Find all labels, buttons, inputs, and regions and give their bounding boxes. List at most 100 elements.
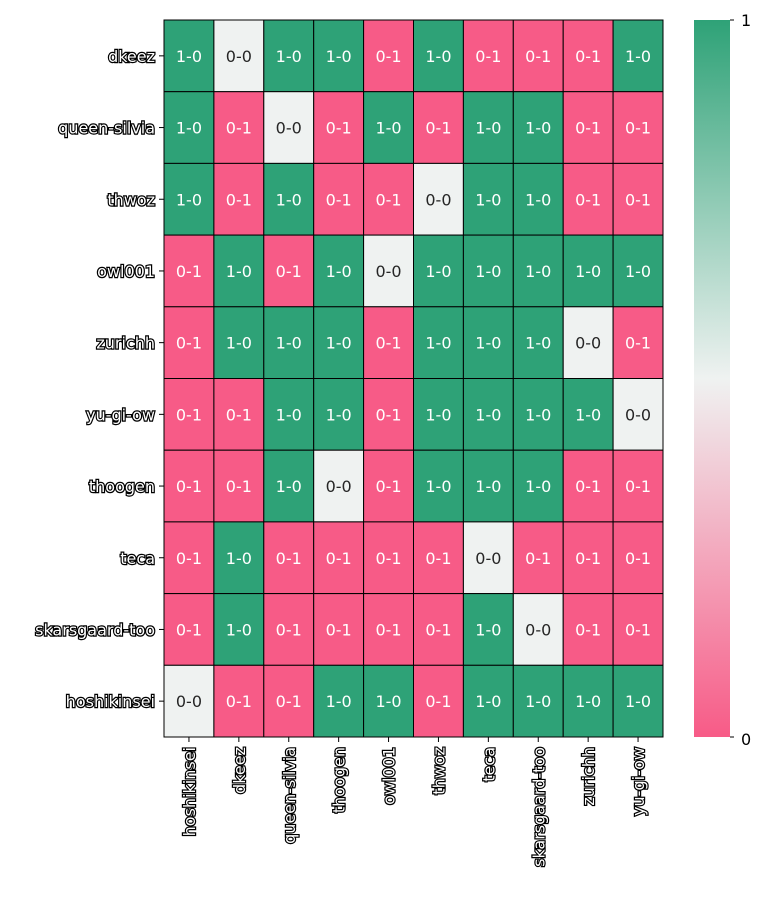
cell-annotation: 1-0 xyxy=(226,549,252,568)
x-tick-label: dkeez xyxy=(230,747,249,794)
heatmap-cell xyxy=(562,162,614,236)
cell-annotation: 1-0 xyxy=(525,405,551,424)
cell-annotation: 0-1 xyxy=(625,190,651,209)
heatmap-cell xyxy=(462,162,514,236)
heatmap-cell xyxy=(512,521,564,595)
cell-annotation: 0-1 xyxy=(425,119,451,138)
heatmap-cell xyxy=(413,19,464,93)
heatmap-cell xyxy=(263,521,315,595)
x-tick-label: queen-silvia xyxy=(280,747,299,844)
heatmap-cell xyxy=(612,664,664,738)
heatmap-cell xyxy=(462,664,514,738)
cell-annotation: 0-1 xyxy=(575,620,601,639)
heatmap-cell xyxy=(313,664,365,738)
heatmap-cell xyxy=(263,19,315,93)
cell-annotation: 1-0 xyxy=(226,620,252,639)
cell-annotation: 0-1 xyxy=(176,620,202,639)
heatmap-cell xyxy=(213,91,265,164)
cell-annotation: 0-1 xyxy=(575,549,601,568)
cell-annotation: 0-1 xyxy=(176,477,202,496)
cell-annotation: 1-0 xyxy=(326,334,352,353)
heatmap-cell xyxy=(263,593,315,666)
x-tick-label: hoshikinsei xyxy=(180,747,199,836)
heatmap-cell xyxy=(612,234,664,308)
y-tick-label: owl001 xyxy=(97,262,155,281)
colorbar-tick-label-max: 1 xyxy=(741,11,751,30)
heatmap-cell xyxy=(363,306,415,379)
heatmap-cell xyxy=(612,91,664,164)
cell-annotation: 0-1 xyxy=(276,692,302,711)
x-tick-label: thoogen xyxy=(330,747,349,813)
y-tick-label: queen-silvia xyxy=(58,119,155,138)
heatmap-cell xyxy=(213,19,265,93)
heatmap-cell xyxy=(263,306,315,379)
cell-annotation: 1-0 xyxy=(575,405,601,424)
cell-annotation: 0-1 xyxy=(625,620,651,639)
cell-annotation: 0-1 xyxy=(176,549,202,568)
heatmap-cell xyxy=(263,162,315,236)
cell-annotation: 1-0 xyxy=(625,262,651,281)
cell-annotation: 0-1 xyxy=(575,47,601,66)
y-tick-label: zurichh xyxy=(96,334,155,353)
y-axis-labels: dkeez queen-silvia thwoz owl001 zurichh yu-gi… xyxy=(34,46,164,712)
cell-annotation: 1-0 xyxy=(475,477,501,496)
cell-annotation: 0-0 xyxy=(475,549,501,568)
heatmap-cell xyxy=(462,234,514,308)
cell-annotation: 1-0 xyxy=(575,692,601,711)
cell-annotation: 0-1 xyxy=(575,477,601,496)
cell-annotation: 0-1 xyxy=(575,119,601,138)
cell-annotation: 1-0 xyxy=(425,477,451,496)
cell-annotation: 0-1 xyxy=(525,549,551,568)
cell-annotation: 1-0 xyxy=(326,262,352,281)
cell-annotation: 0-1 xyxy=(176,262,202,281)
heatmap-cell xyxy=(213,593,265,666)
heatmap-cell xyxy=(163,162,215,236)
cell-annotation: 0-1 xyxy=(475,47,501,66)
y-tick-label: thoogen xyxy=(89,477,155,496)
heatmap-cell xyxy=(612,449,664,523)
cell-annotation: 0-1 xyxy=(226,692,252,711)
cell-annotation: 1-0 xyxy=(326,692,352,711)
cell-annotation: 0-1 xyxy=(326,190,352,209)
heatmap-cell xyxy=(213,306,265,379)
cell-annotation: 1-0 xyxy=(425,405,451,424)
cell-annotation: 1-0 xyxy=(475,620,501,639)
cell-annotation: 1-0 xyxy=(276,477,302,496)
cell-annotation: 1-0 xyxy=(226,262,252,281)
cell-annotation: 0-0 xyxy=(326,477,352,496)
y-tick-label: hoshikinsei xyxy=(66,692,155,711)
cell-annotation: 1-0 xyxy=(475,405,501,424)
colorbar-tick-label-min: 0 xyxy=(741,730,751,749)
heatmap-cell xyxy=(413,306,464,379)
heatmap-cell xyxy=(562,449,614,523)
heatmap-cell xyxy=(213,162,265,236)
y-tick-label: dkeez xyxy=(108,47,155,66)
heatmap-cell xyxy=(413,378,464,451)
heatmap-cell xyxy=(413,521,464,595)
heatmap-cell xyxy=(562,664,614,738)
cell-annotation: 1-0 xyxy=(375,692,401,711)
heatmap-cell xyxy=(562,378,614,451)
heatmap-cell xyxy=(163,378,215,451)
heatmap-cell xyxy=(512,306,564,379)
cell-annotation: 1-0 xyxy=(375,119,401,138)
cell-annotation: 0-1 xyxy=(625,334,651,353)
heatmap-cell xyxy=(163,449,215,523)
heatmap-cell xyxy=(512,162,564,236)
cell-annotation: 0-1 xyxy=(326,620,352,639)
x-tick-label: skarsgaard-too xyxy=(529,747,548,867)
heatmap-cell xyxy=(512,593,564,666)
cell-annotation: 1-0 xyxy=(475,119,501,138)
heatmap-cell xyxy=(562,521,614,595)
cell-annotation: 1-0 xyxy=(276,190,302,209)
heatmap-cell xyxy=(562,234,614,308)
cell-annotation: 1-0 xyxy=(176,119,202,138)
heatmap-cell xyxy=(612,19,664,93)
heatmap-cell xyxy=(462,449,514,523)
colorbar: 1 0 xyxy=(694,11,751,749)
x-tick-label: zurichh xyxy=(579,747,598,806)
heatmap-cell xyxy=(462,593,514,666)
heatmap-cell xyxy=(612,162,664,236)
heatmap-cell xyxy=(612,593,664,666)
